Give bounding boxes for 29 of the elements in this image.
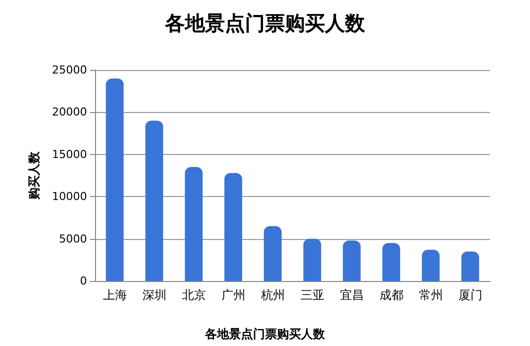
bar (303, 238, 322, 281)
y-tick-label: 15000 (52, 148, 87, 161)
bar (461, 251, 480, 281)
x-tick-label: 深圳 (142, 288, 166, 302)
x-tick-label: 宜昌 (340, 288, 364, 302)
x-tick-label: 杭州 (260, 288, 285, 302)
y-tick-label: 20000 (52, 106, 87, 119)
bar (145, 120, 164, 281)
y-tick-label: 0 (80, 274, 87, 288)
x-tick-label: 上海 (102, 288, 127, 302)
x-tick-label: 三亚 (300, 288, 324, 302)
bar (342, 240, 361, 281)
y-tick-label: 5000 (59, 232, 87, 246)
bar (264, 226, 282, 281)
y-axis-title: 购买人数 (27, 150, 41, 200)
bar (106, 78, 124, 281)
x-tick-label: 常州 (418, 288, 443, 302)
bar (422, 250, 440, 281)
text: 各地景点门票购买人数 (204, 327, 326, 341)
y-tick-label: 10000 (52, 190, 87, 204)
x-tick-label: 厦门 (458, 288, 482, 302)
bar (224, 172, 242, 281)
x-tick-label: 北京 (182, 288, 206, 302)
bar (184, 167, 203, 281)
x-tick-label: 广州 (221, 288, 246, 302)
x-tick-label: 成都 (379, 288, 404, 302)
bar (382, 243, 400, 281)
chart-title: 各地景点门票购买人数 (164, 11, 366, 35)
y-tick-label: 25000 (52, 64, 87, 76)
